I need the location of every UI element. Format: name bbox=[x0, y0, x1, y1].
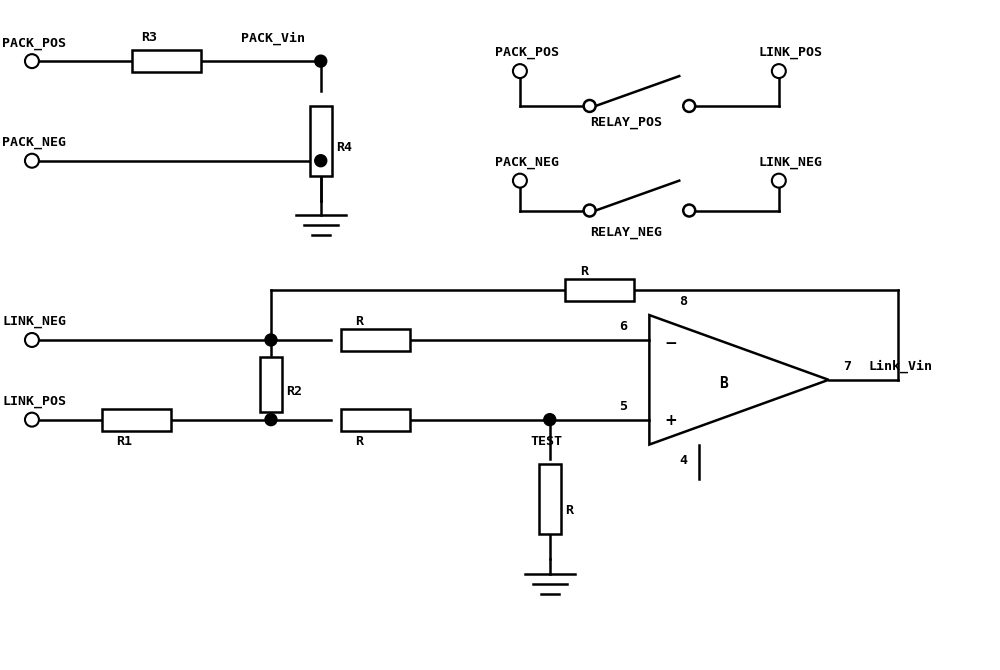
Text: PACK_NEG: PACK_NEG bbox=[2, 136, 66, 149]
Text: LINK_POS: LINK_POS bbox=[759, 46, 823, 60]
Text: +: + bbox=[664, 413, 677, 427]
Bar bbox=[102, 409, 171, 431]
Text: PACK_POS: PACK_POS bbox=[495, 46, 559, 60]
Text: 8: 8 bbox=[679, 295, 687, 308]
Circle shape bbox=[683, 100, 695, 112]
Text: 6: 6 bbox=[620, 320, 628, 333]
Bar bbox=[539, 464, 561, 534]
Text: R: R bbox=[565, 505, 573, 517]
Text: 5: 5 bbox=[620, 400, 628, 413]
Text: −: − bbox=[664, 336, 677, 351]
Text: LINK_POS: LINK_POS bbox=[2, 395, 66, 408]
Text: LINK_NEG: LINK_NEG bbox=[2, 316, 66, 328]
Text: Link_Vin: Link_Vin bbox=[868, 360, 932, 373]
Circle shape bbox=[315, 55, 327, 67]
Text: RELAY_NEG: RELAY_NEG bbox=[590, 226, 662, 239]
Circle shape bbox=[265, 334, 277, 346]
Bar bbox=[310, 106, 332, 176]
Text: RELAY_POS: RELAY_POS bbox=[590, 116, 662, 129]
Circle shape bbox=[265, 413, 277, 425]
Circle shape bbox=[25, 153, 39, 168]
Text: LINK_NEG: LINK_NEG bbox=[759, 156, 823, 169]
Text: PACK_POS: PACK_POS bbox=[2, 36, 66, 50]
Circle shape bbox=[513, 64, 527, 78]
Circle shape bbox=[25, 413, 39, 427]
Text: 7: 7 bbox=[844, 360, 852, 373]
Text: R: R bbox=[580, 265, 588, 278]
Circle shape bbox=[772, 64, 786, 78]
Bar bbox=[132, 50, 201, 72]
Text: R: R bbox=[356, 315, 364, 328]
Circle shape bbox=[683, 204, 695, 216]
Bar bbox=[260, 357, 282, 412]
Circle shape bbox=[544, 413, 556, 425]
Circle shape bbox=[25, 54, 39, 68]
Text: R2: R2 bbox=[286, 385, 302, 398]
Text: R: R bbox=[356, 435, 364, 448]
Circle shape bbox=[25, 333, 39, 347]
Circle shape bbox=[513, 174, 527, 188]
Text: R1: R1 bbox=[117, 435, 133, 448]
Text: R4: R4 bbox=[336, 141, 352, 154]
Text: B: B bbox=[719, 376, 728, 391]
Text: 4: 4 bbox=[679, 454, 687, 468]
Circle shape bbox=[315, 155, 327, 167]
Circle shape bbox=[584, 100, 596, 112]
Bar bbox=[565, 279, 634, 301]
Circle shape bbox=[584, 204, 596, 216]
Text: R3: R3 bbox=[141, 31, 157, 44]
Text: PACK_NEG: PACK_NEG bbox=[495, 156, 559, 169]
Bar bbox=[341, 329, 410, 351]
Text: TEST: TEST bbox=[530, 435, 562, 448]
Bar bbox=[341, 409, 410, 431]
Circle shape bbox=[772, 174, 786, 188]
Text: PACK_Vin: PACK_Vin bbox=[241, 31, 305, 44]
